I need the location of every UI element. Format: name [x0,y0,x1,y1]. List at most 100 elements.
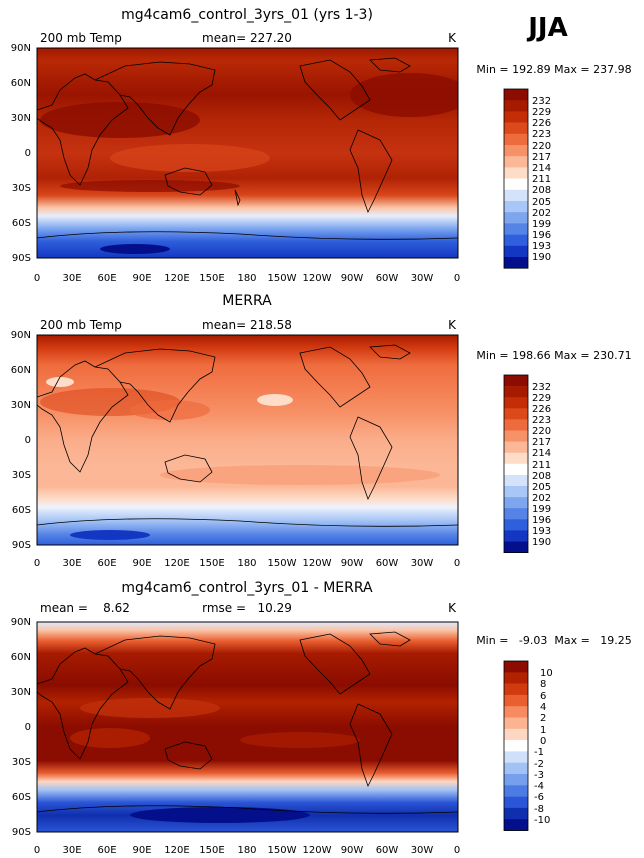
lat-tick-label: 30S [12,183,31,194]
warm-patch [130,400,210,420]
panel-title: mg4cam6_control_3yrs_01 (yrs 1-3) [121,7,373,23]
lat-tick-label: 90N [11,617,31,628]
lon-tick-label: 90E [132,273,151,284]
lat-tick-label: 60S [12,792,31,803]
colorbar-label: 199 [532,504,551,515]
colorbar-label: -8 [534,804,544,815]
lon-tick-label: 30W [411,845,434,856]
lon-tick-label: 180 [237,845,256,856]
units-label: K [448,601,457,615]
lon-tick-label: 90E [132,558,151,569]
colorbar-swatch [504,212,528,224]
colorbar-frame [503,660,529,831]
panel-model: mg4cam6_control_3yrs_01 (yrs 1-3) 200 mb… [11,7,632,284]
colorbar-label: 205 [532,482,551,493]
colorbar-swatch [504,474,528,487]
colorbar-label: 0 [540,736,546,747]
lon-tick-label: 150E [199,558,224,569]
colorbar-label: 10 [540,668,553,679]
panel-title: MERRA [222,293,272,309]
colorbar-swatch [504,111,528,123]
colorbar-label: 193 [532,241,551,252]
lon-tick-label: 180 [237,558,256,569]
colorbar-swatch [504,419,528,431]
colorbar-swatch [504,234,528,247]
lon-axis: 0 30E 60E 90E 120E 150E 180 150W 120W 90… [34,273,460,284]
colorbar-frame [503,88,529,269]
lon-tick-label: 150W [268,558,297,569]
lat-tick-label: 30S [12,470,31,481]
lat-tick-label: 0 [25,435,31,446]
lon-axis: 0 30E 60E 90E 120E 150E 180 150W 120W 90… [34,558,460,569]
colorbar-swatch [504,122,528,135]
lon-tick-label: 120E [164,845,189,856]
lon-tick-label: 150W [268,845,297,856]
lon-tick-label: 60E [97,558,116,569]
lat-tick-label: 90S [12,253,31,264]
colorbar-label: 1 [540,725,546,736]
lat-tick-label: 90N [11,330,31,341]
light-patch [257,394,293,406]
lon-tick-label: 30E [62,845,81,856]
colorbar-label: 202 [532,493,551,504]
lat-tick-label: 90S [12,540,31,551]
weaker-patch [80,698,220,718]
lon-tick-label: 0 [34,845,40,856]
warm-anomaly-patch [40,102,200,138]
lon-tick-label: 30E [62,558,81,569]
colorbar-label: 220 [532,426,551,437]
colorbar-label: 2 [540,713,546,724]
colorbar-swatch [504,223,528,235]
lat-tick-label: 0 [25,722,31,733]
colorbar-label: 190 [532,537,551,548]
lat-tick-label: 30N [11,687,31,698]
colorbar-swatch [504,167,528,179]
lon-tick-label: 150E [199,845,224,856]
lon-axis: 0 30E 60E 90E 120E 150E 180 150W 120W 90… [34,845,460,856]
colorbar-label: -3 [534,770,544,781]
colorbar-label: 214 [532,163,551,174]
map-frame [36,621,459,833]
colorbar-label: 211 [532,460,551,471]
rmse-label: rmse = 10.29 [202,601,292,615]
mean-label: mean= 227.20 [202,31,292,45]
lat-tick-label: 60S [12,218,31,229]
lon-tick-label: 60W [376,845,399,856]
colorbar-swatch [504,245,528,258]
lon-tick-label: 60W [376,558,399,569]
colorbar: 10 8 6 4 2 1 0 -1 -2 -3 -4 -6 -8 -10 [503,660,553,831]
colorbar-swatch [504,408,528,420]
variable-label: 200 mb Temp [40,31,122,45]
colorbar-label: -6 [534,792,544,803]
units-label: K [448,31,457,45]
lat-tick-label: 60N [11,78,31,89]
colorbar-swatch [504,807,528,820]
colorbar-label: 199 [532,219,551,230]
map-frame [36,47,459,259]
map-frame [36,334,459,546]
lon-tick-label: 90E [132,845,151,856]
lat-axis: 90N 60N 30N 0 30S 60S 90S [11,617,31,838]
colorbar-label: 232 [532,382,551,393]
colorbar-label: 190 [532,252,551,263]
colorbar-swatch [504,430,528,442]
mean-label: mean = 8.62 [40,601,130,615]
colorbar-swatch [504,694,528,707]
colorbar-swatch [504,375,528,387]
cold-patch [130,807,310,823]
colorbar-label: 220 [532,141,551,152]
lon-tick-label: 60W [376,273,399,284]
colorbar-label: 8 [540,679,546,690]
colorbar-swatch [504,706,528,718]
lon-tick-label: 0 [454,845,460,856]
lon-tick-label: 0 [454,558,460,569]
colorbar-swatch [504,145,528,157]
lon-tick-label: 30W [411,558,434,569]
colorbar: 232 229 226 223 220 217 214 211 208 205 … [503,374,551,554]
lon-tick-label: 120W [303,558,332,569]
cold-pole-patch [100,244,170,254]
panel-title: mg4cam6_control_3yrs_01 - MERRA [121,580,373,596]
colorbar-label: 223 [532,415,551,426]
lat-tick-label: 30N [11,400,31,411]
